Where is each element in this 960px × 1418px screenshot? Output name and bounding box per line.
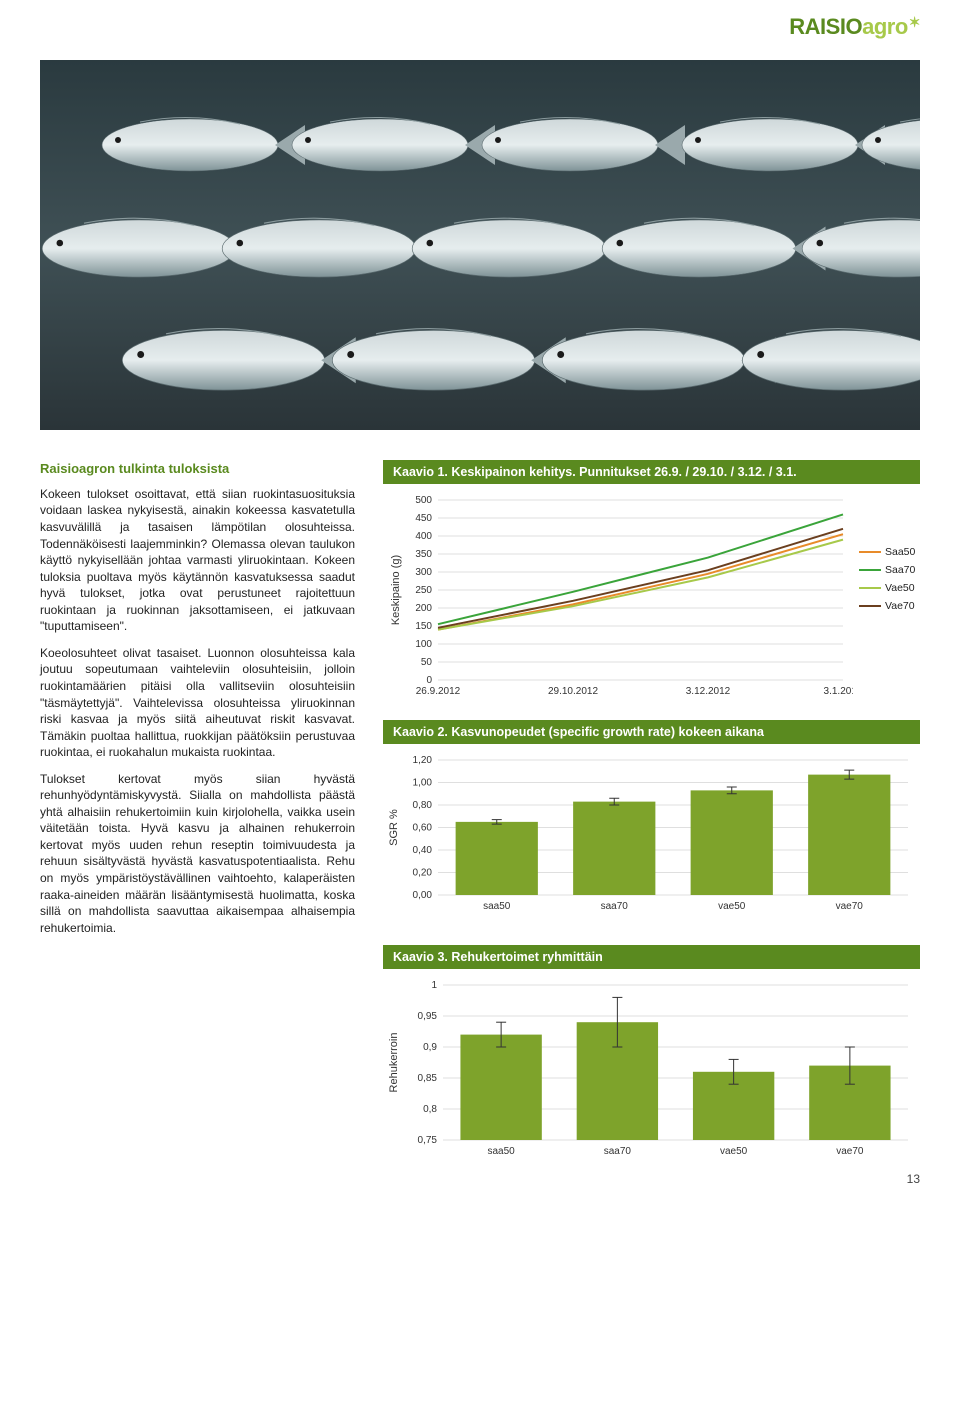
svg-text:vae50: vae50: [718, 901, 746, 912]
chart-1-legend: Saa50 Saa70 Vae50 Vae70: [853, 490, 915, 618]
svg-text:saa70: saa70: [604, 1146, 632, 1157]
svg-text:0,75: 0,75: [418, 1135, 438, 1146]
svg-text:0,80: 0,80: [413, 800, 433, 811]
svg-text:300: 300: [415, 567, 432, 578]
section-heading: Raisioagron tulkinta tuloksista: [40, 460, 355, 478]
svg-text:0,20: 0,20: [413, 868, 433, 879]
paragraph: Tulokset kertovat myös siian hyvästä reh…: [40, 771, 355, 936]
svg-text:350: 350: [415, 549, 432, 560]
paragraph: Kokeen tulokset osoittavat, että siian r…: [40, 486, 355, 635]
chart-1-title: Kaavio 1. Keskipainon kehitys. Punnituks…: [383, 460, 920, 484]
svg-text:1,00: 1,00: [413, 778, 433, 789]
svg-text:250: 250: [415, 585, 432, 596]
svg-text:200: 200: [415, 603, 432, 614]
chart-2-plot: 0,00 0,20 0,40 0,60 0,80 1,00 1,20 SGR % saa50 sa…: [383, 750, 918, 920]
svg-text:3.12.2012: 3.12.2012: [686, 686, 731, 697]
svg-text:500: 500: [415, 495, 432, 506]
svg-text:vae70: vae70: [836, 901, 864, 912]
page-number: 13: [907, 1172, 920, 1186]
svg-text:26.9.2012: 26.9.2012: [416, 686, 461, 697]
legend-item: Vae50: [859, 582, 915, 594]
svg-text:150: 150: [415, 621, 432, 632]
svg-text:1,20: 1,20: [413, 755, 433, 766]
svg-text:vae70: vae70: [836, 1146, 864, 1157]
svg-text:0,40: 0,40: [413, 845, 433, 856]
article-text-column: Raisioagron tulkinta tuloksista Kokeen t…: [40, 460, 355, 1170]
chart-1-plot: 0 50 100 150 200 250 300 350 400 450 500 26.9.2012 2…: [383, 490, 853, 700]
brand-logo: RAISIOagro✶: [789, 14, 920, 40]
paragraph: Koeolosuhteet olivat tasaiset. Luonnon o…: [40, 645, 355, 761]
chart-1: Kaavio 1. Keskipainon kehitys. Punnituks…: [383, 460, 920, 700]
svg-text:saa50: saa50: [483, 901, 511, 912]
svg-text:vae50: vae50: [720, 1146, 748, 1157]
svg-text:Keskipaino (g): Keskipaino (g): [390, 555, 402, 625]
legend-item: Saa50: [859, 546, 915, 558]
chart-2: Kaavio 2. Kasvunopeudet (specific growth…: [383, 720, 920, 925]
hero-photo: [40, 60, 920, 430]
legend-item: Saa70: [859, 564, 915, 576]
svg-text:saa50: saa50: [488, 1146, 516, 1157]
svg-text:saa70: saa70: [601, 901, 629, 912]
svg-text:0: 0: [426, 675, 432, 686]
svg-text:0,60: 0,60: [413, 823, 433, 834]
svg-text:29.10.2012: 29.10.2012: [548, 686, 598, 697]
chart-3: Kaavio 3. Rehukertoimet ryhmittäin 0,750…: [383, 945, 920, 1170]
svg-text:3.1.2013: 3.1.2013: [824, 686, 853, 697]
svg-text:0,85: 0,85: [418, 1073, 438, 1084]
svg-text:450: 450: [415, 513, 432, 524]
chart-2-title: Kaavio 2. Kasvunopeudet (specific growth…: [383, 720, 920, 744]
svg-text:0,95: 0,95: [418, 1011, 438, 1022]
svg-text:0,8: 0,8: [423, 1104, 437, 1115]
svg-text:50: 50: [421, 657, 433, 668]
svg-text:400: 400: [415, 531, 432, 542]
svg-text:100: 100: [415, 639, 432, 650]
chart-3-plot: 0,75 0,8 0,85 0,9 0,95 1 Rehukerroin saa50 saa70…: [383, 975, 918, 1165]
brand-star: ✶: [909, 14, 920, 30]
svg-text:0,9: 0,9: [423, 1042, 437, 1053]
svg-text:0,00: 0,00: [413, 890, 433, 901]
chart-3-title: Kaavio 3. Rehukertoimet ryhmittäin: [383, 945, 920, 969]
svg-text:SGR %: SGR %: [388, 809, 400, 846]
brand-part2: agro: [862, 14, 908, 39]
svg-text:Rehukerroin: Rehukerroin: [388, 1033, 400, 1093]
svg-text:1: 1: [431, 980, 437, 991]
legend-item: Vae70: [859, 600, 915, 612]
brand-part1: RAISIO: [789, 14, 862, 39]
